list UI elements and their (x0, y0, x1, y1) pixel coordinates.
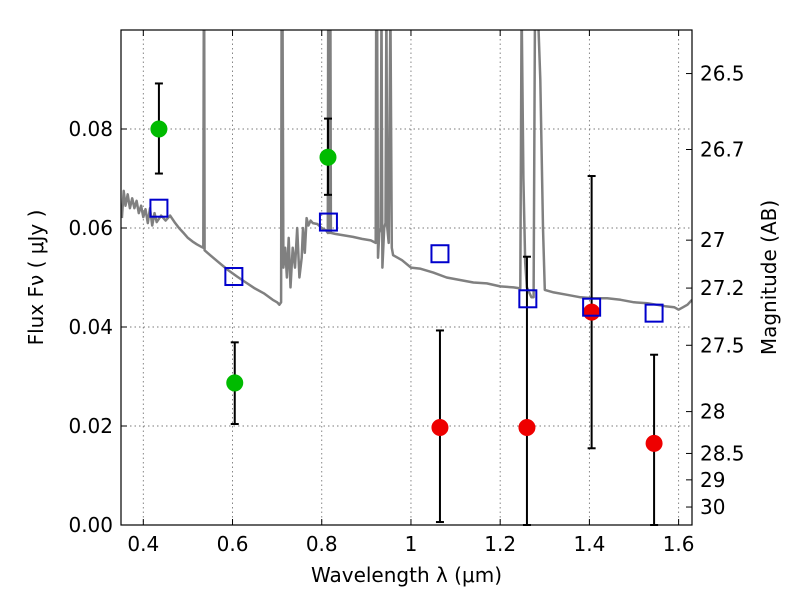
y-axis-label: Flux Fν ( μJy ) (24, 210, 48, 346)
x-tick-label: 0.4 (127, 532, 159, 556)
model-spectrum-line (121, 30, 692, 311)
grid (121, 30, 692, 526)
blue-square-point (430, 244, 450, 264)
right-axis-label: Magnitude (AB) (757, 200, 781, 355)
y-tick-label: 0.06 (68, 216, 113, 240)
x-tick-label: 1.6 (663, 532, 695, 556)
right-tick-label: 27.5 (700, 333, 745, 357)
right-tick-label: 27.2 (700, 276, 745, 300)
y-tick-label: 0.00 (68, 513, 113, 537)
marker-layer (149, 120, 664, 452)
red-circle-point (645, 434, 663, 452)
right-tick-label: 29 (700, 468, 725, 492)
green-circle-point (319, 148, 337, 166)
red-circle-point (518, 418, 536, 436)
x-tick-label: 1.4 (573, 532, 605, 556)
x-tick-label: 0.6 (217, 532, 249, 556)
plot-frame (120, 29, 693, 526)
right-tick-label: 28 (700, 400, 725, 424)
x-tick-label: 1 (405, 532, 418, 556)
errorbar (522, 255, 531, 526)
y-tick-label: 0.02 (68, 414, 113, 438)
blue-square-point (224, 267, 244, 287)
x-ticks: 0.4 0.6 0.8 1 1.2 1.4 1.6 (127, 30, 695, 556)
right-tick-label: 26.7 (700, 138, 745, 162)
right-tick-label: 27 (700, 228, 725, 252)
green-circle-point (150, 120, 168, 138)
green-circle-point (226, 374, 244, 392)
model-spectrum-layer (121, 30, 692, 311)
blue-square-point (518, 289, 538, 309)
x-axis-label: Wavelength λ (μm) (311, 563, 502, 587)
blue-square-point (582, 297, 602, 317)
right-tick-label: 26.5 (700, 62, 745, 86)
right-tick-label: 28.5 (700, 441, 745, 465)
red-circle-point (583, 303, 601, 321)
x-tick-label: 0.8 (306, 532, 338, 556)
red-circle-point (431, 418, 449, 436)
y-ticks: 0.00 0.02 0.04 0.06 0.08 (68, 117, 127, 537)
right-tick-label: 30 (700, 495, 725, 519)
blue-square-point (149, 198, 169, 218)
right-magnitude-ticks: 26.5 26.7 27 27.2 27.5 28 28.5 29 30 (686, 62, 745, 519)
x-tick-label: 1.2 (484, 532, 516, 556)
blue-square-point (318, 212, 338, 232)
blue-square-point (644, 303, 664, 323)
y-tick-label: 0.08 (68, 117, 113, 141)
y-tick-label: 0.04 (68, 315, 113, 339)
